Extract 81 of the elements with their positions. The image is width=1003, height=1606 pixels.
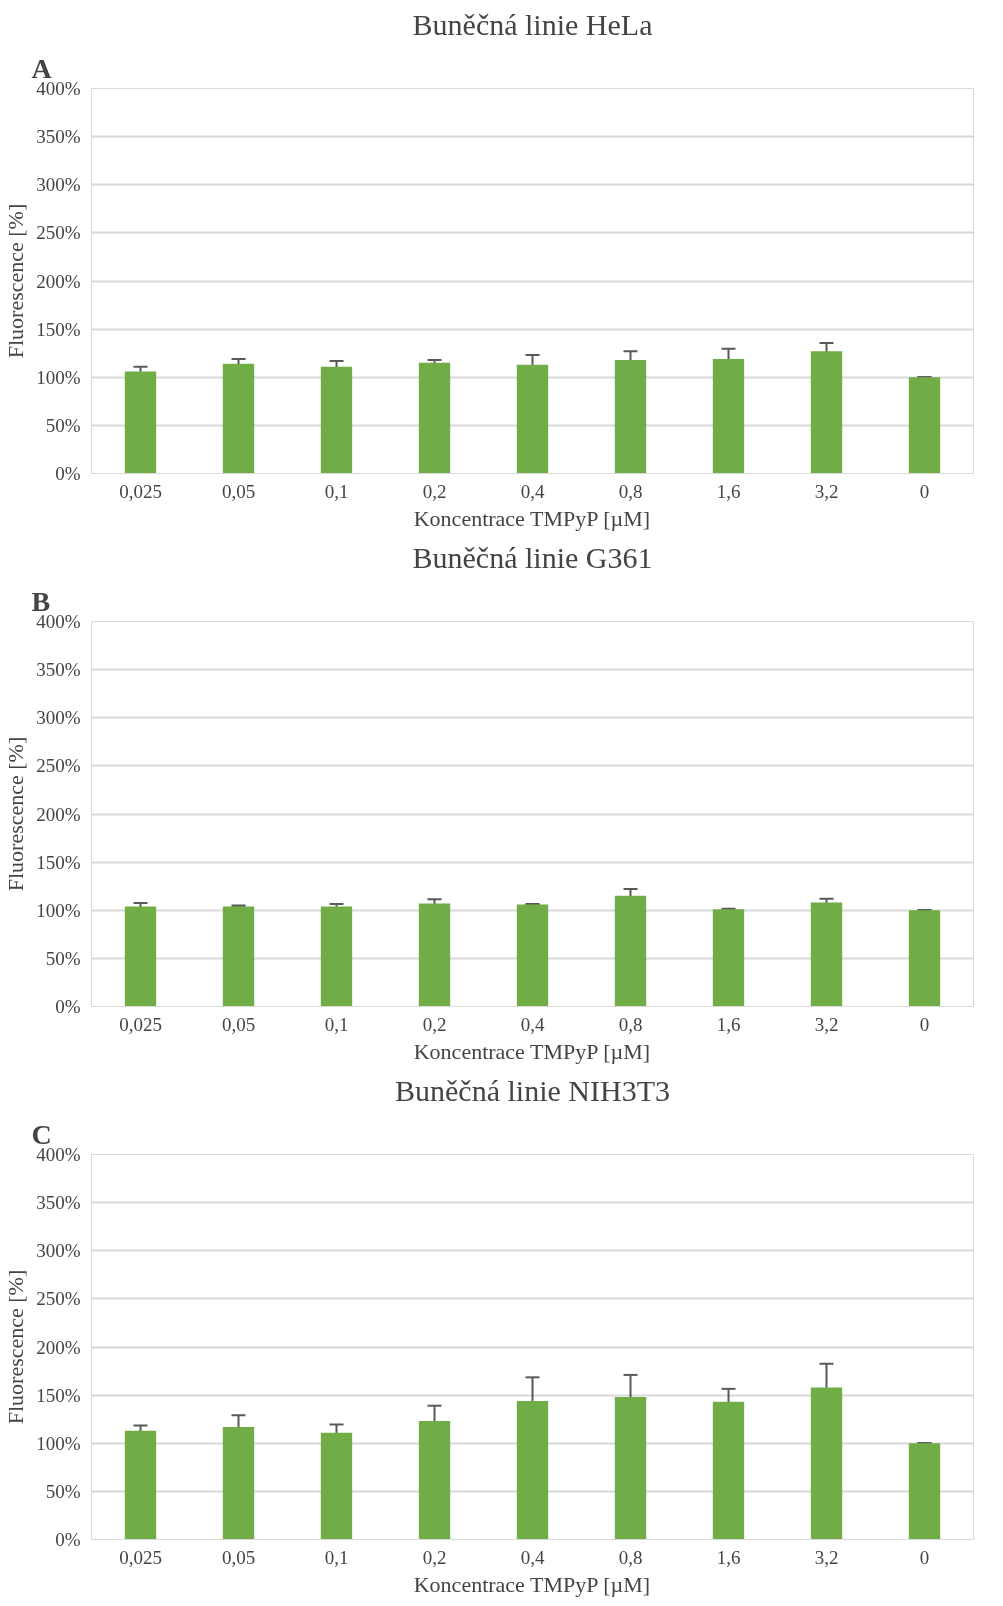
x-tick-label: 0 — [919, 1013, 930, 1035]
y-tick-label: 150% — [36, 851, 81, 873]
y-tick-label: 400% — [36, 78, 81, 99]
x-tick-label: 0,2 — [422, 480, 447, 502]
x-tick-label: 0 — [919, 1546, 930, 1568]
bar — [124, 371, 157, 474]
y-tick-label: 100% — [36, 899, 81, 921]
y-tick-label: 300% — [36, 174, 81, 196]
y-tick-label: 200% — [36, 803, 81, 825]
x-tick-label: 0,8 — [618, 1013, 643, 1035]
y-tick-label: 300% — [36, 707, 81, 729]
x-tick-label: 3,2 — [814, 480, 839, 502]
y-tick-label: 350% — [36, 659, 81, 681]
x-axis-title: Koncentrace TMPyP [µM] — [413, 1571, 651, 1597]
bar — [222, 1426, 255, 1540]
x-tick-label: 0,4 — [520, 1013, 545, 1035]
x-tick-label: 1,6 — [716, 480, 741, 502]
x-tick-label: 0,05 — [221, 1546, 256, 1568]
x-tick-label: 3,2 — [814, 1546, 839, 1568]
bar — [614, 1397, 647, 1540]
y-tick-label: 0% — [55, 1529, 81, 1550]
bar — [712, 358, 745, 474]
y-tick-label: 250% — [36, 1288, 81, 1310]
x-axis-title: Koncentrace TMPyP [µM] — [413, 505, 651, 531]
bar — [516, 364, 549, 474]
chart-title: Buněčná linie G361 — [412, 540, 653, 574]
bar — [320, 1432, 353, 1540]
y-tick-label: 350% — [36, 1192, 81, 1214]
y-tick-label: 300% — [36, 1240, 81, 1262]
y-tick-label: 100% — [36, 366, 81, 388]
y-tick-label: 50% — [45, 947, 81, 969]
y-tick-label: 250% — [36, 222, 81, 244]
x-tick-label: 3,2 — [814, 1013, 839, 1035]
x-tick-label: 1,6 — [716, 1013, 741, 1035]
y-tick-label: 250% — [36, 755, 81, 777]
x-tick-label: 0,05 — [221, 1013, 256, 1035]
y-tick-label: 0% — [55, 463, 81, 484]
bar — [614, 359, 647, 474]
x-tick-label: 0,025 — [119, 1546, 162, 1568]
y-tick-label: 150% — [36, 1384, 81, 1406]
y-axis-title: Fluorescence [%] — [3, 203, 29, 359]
x-axis-title: Koncentrace TMPyP [µM] — [413, 1038, 651, 1064]
x-tick-label: 0,05 — [221, 480, 256, 502]
x-tick-label: 0,4 — [520, 1546, 545, 1568]
x-tick-label: 0 — [919, 480, 930, 502]
x-tick-label: 0,8 — [618, 1546, 643, 1568]
x-tick-label: 0,025 — [119, 1013, 162, 1035]
x-tick-label: 1,6 — [716, 1546, 741, 1568]
bar — [908, 377, 941, 474]
bar — [418, 362, 451, 474]
bar — [810, 1387, 843, 1540]
bar — [516, 1400, 549, 1540]
bar — [418, 1421, 451, 1540]
x-tick-label: 0,2 — [422, 1546, 447, 1568]
y-tick-label: 200% — [36, 270, 81, 292]
chart-title: Buněčná linie NIH3T3 — [395, 1073, 670, 1107]
x-tick-label: 0,1 — [324, 480, 349, 502]
y-tick-label: 50% — [45, 414, 81, 436]
bar — [222, 363, 255, 474]
y-tick-label: 350% — [36, 126, 81, 148]
y-axis-title: Fluorescence [%] — [3, 1269, 29, 1425]
bar — [712, 1401, 745, 1540]
y-axis-title: Fluorescence [%] — [3, 736, 29, 892]
bar — [908, 1443, 941, 1540]
y-tick-label: 400% — [36, 611, 81, 632]
y-tick-label: 50% — [45, 1480, 81, 1502]
x-tick-label: 0,1 — [324, 1013, 349, 1035]
x-tick-label: 0,025 — [119, 480, 162, 502]
y-tick-label: 0% — [55, 996, 81, 1017]
y-tick-label: 400% — [36, 1144, 81, 1165]
chart-title: Buněčná linie HeLa — [412, 7, 653, 41]
y-tick-label: 200% — [36, 1336, 81, 1358]
x-tick-label: 0,2 — [422, 1013, 447, 1035]
bar — [810, 351, 843, 474]
y-tick-label: 100% — [36, 1432, 81, 1454]
bar — [124, 1430, 157, 1540]
bar — [320, 366, 353, 474]
y-tick-label: 150% — [36, 318, 81, 340]
x-tick-label: 0,4 — [520, 480, 545, 502]
x-tick-label: 0,8 — [618, 480, 643, 502]
x-tick-label: 0,1 — [324, 1546, 349, 1568]
